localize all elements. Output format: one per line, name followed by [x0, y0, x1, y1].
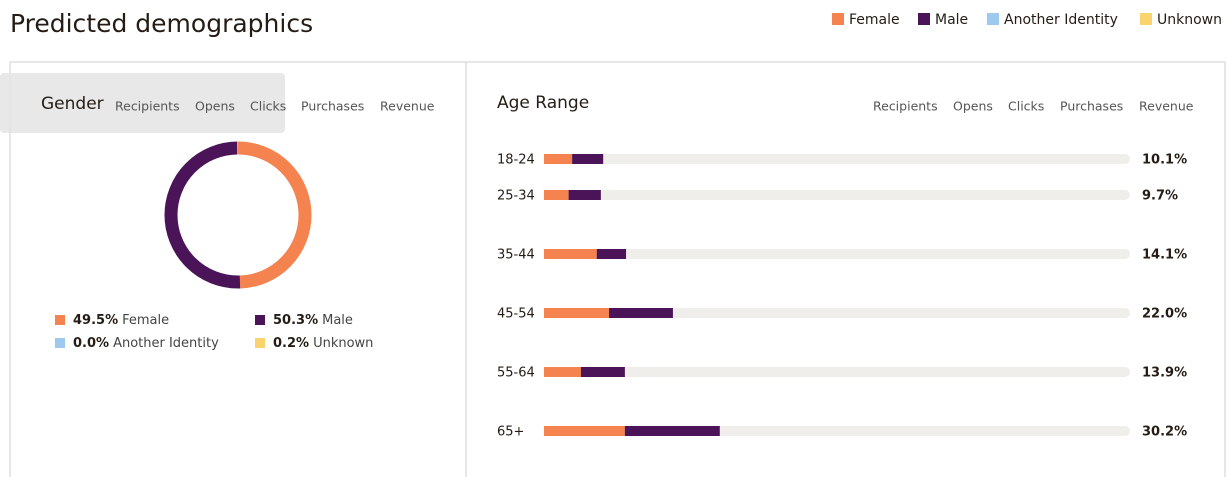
tab[interactable]: Opens	[953, 99, 993, 114]
tab[interactable]: Clicks	[1008, 99, 1044, 114]
legend-label: Another Identity	[1004, 12, 1118, 28]
bar-segment	[572, 154, 604, 164]
tab[interactable]: Recipients	[115, 99, 180, 114]
bar-segment	[580, 367, 625, 377]
legend-label: Male	[935, 12, 968, 28]
age-total: 14.1%	[1142, 248, 1187, 263]
bar-segment	[596, 249, 627, 259]
legend-swatch	[832, 13, 844, 25]
category: Female	[122, 313, 169, 328]
bar-track	[544, 249, 1130, 259]
tab[interactable]: Purchases	[1060, 99, 1123, 114]
legend-label: Female	[849, 12, 900, 28]
donut-segment	[164, 141, 312, 289]
age-total: 30.2%	[1142, 425, 1187, 440]
gender-legend-item: 0.0% Another Identity	[73, 336, 219, 351]
page-title: Predicted demographics	[10, 9, 313, 38]
percent: 0.0%	[73, 336, 109, 351]
bar-track	[544, 367, 1130, 377]
age-label: 25-34	[497, 189, 535, 204]
bar-segment	[568, 190, 601, 200]
bar-segment	[624, 426, 720, 436]
percent: 0.2%	[273, 336, 309, 351]
tab[interactable]: Purchases	[301, 99, 364, 114]
tab[interactable]: Revenue	[380, 99, 435, 114]
bar-segment	[544, 367, 581, 377]
age-total: 22.0%	[1142, 307, 1187, 322]
age-total: 13.9%	[1142, 366, 1187, 381]
bar-segment	[544, 190, 569, 200]
bar-segment	[544, 426, 625, 436]
age-label: 35-44	[497, 248, 535, 263]
tab[interactable]: Opens	[195, 99, 235, 114]
legend-swatch	[918, 13, 930, 25]
age-label: 55-64	[497, 366, 535, 381]
legend-swatch	[55, 315, 65, 325]
bar-track	[544, 154, 1130, 164]
bar-track	[544, 190, 1130, 200]
gender-legend-item: 49.5% Female	[73, 313, 169, 328]
percent: 50.3%	[273, 313, 318, 328]
gender-legend-item: 50.3% Male	[273, 313, 353, 328]
gender-legend-item: 0.2% Unknown	[273, 336, 373, 351]
legend-swatch	[55, 338, 65, 348]
age-label: 65+	[497, 425, 524, 440]
category: Male	[322, 313, 353, 328]
legend-swatch	[255, 338, 265, 348]
bar-segment	[609, 308, 673, 318]
bar-segment	[544, 249, 597, 259]
age-title: Age Range	[497, 93, 589, 113]
age-panel	[465, 61, 1226, 477]
tab[interactable]: Revenue	[1139, 99, 1194, 114]
tab[interactable]: Clicks	[250, 99, 286, 114]
donut-segment	[164, 141, 312, 289]
category: Unknown	[313, 336, 373, 351]
category: Another Identity	[113, 336, 219, 351]
age-label: 45-54	[497, 307, 535, 322]
legend-swatch	[255, 315, 265, 325]
age-total: 10.1%	[1142, 153, 1187, 168]
tab[interactable]: Recipients	[873, 99, 938, 114]
legend-swatch	[1140, 13, 1152, 25]
gender-title: Gender	[41, 94, 104, 114]
bar-segment	[544, 308, 610, 318]
bar-track	[544, 308, 1130, 318]
legend-swatch	[987, 13, 999, 25]
legend-label: Unknown	[1157, 12, 1222, 28]
age-total: 9.7%	[1142, 189, 1178, 204]
age-label: 18-24	[497, 153, 535, 168]
tooltip-overlay	[0, 73, 285, 133]
bar-segment	[544, 154, 573, 164]
percent: 49.5%	[73, 313, 118, 328]
